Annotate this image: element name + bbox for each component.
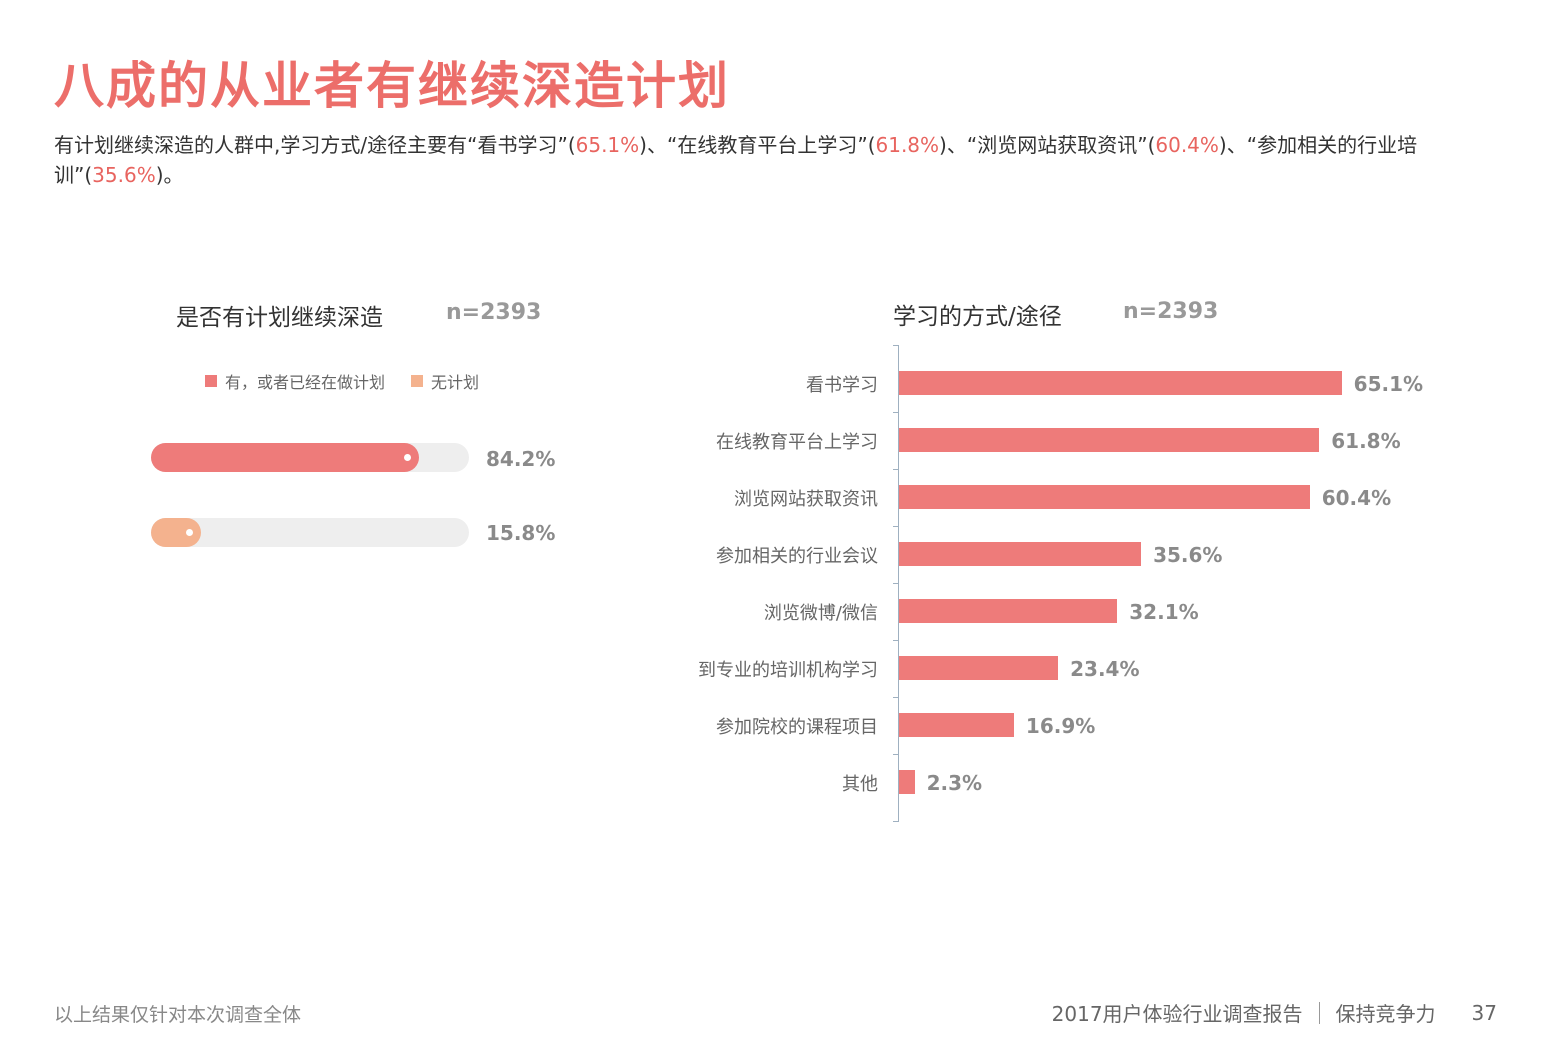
bar-value-label: 65.1% (1353, 372, 1424, 396)
category-label: 浏览网站获取资讯 (734, 489, 878, 510)
plan-bar-no (151, 518, 202, 547)
plan-bar-value-no: 15.8% (486, 521, 556, 545)
description-text: )、“浏览网站获取资讯”( (939, 133, 1156, 157)
category-label: 看书学习 (806, 375, 878, 396)
description-text: )、“在线教育平台上学习”( (639, 133, 876, 157)
description-value: 61.8% (875, 133, 940, 157)
plan-bar-value-yes: 84.2% (486, 447, 556, 471)
bar (899, 770, 915, 794)
description-text: 有计划继续深造的人群中,学习方式/途径主要有“看书学习”( (54, 133, 576, 157)
bar (899, 371, 1342, 395)
axis-tick (893, 639, 899, 641)
bar (899, 599, 1118, 623)
description-value: 65.1% (575, 133, 640, 157)
plan-bar-track-no (151, 518, 469, 547)
description-text: )。 (155, 163, 184, 187)
category-label: 参加相关的行业会议 (716, 546, 878, 567)
legend-item-yes: 有，或者已经在做计划 (205, 369, 385, 393)
footer-report-title: 2017用户体验行业调查报告 (1051, 1002, 1303, 1026)
bar (899, 542, 1142, 566)
plan-bar-track-yes (151, 443, 469, 472)
axis-tick (893, 525, 899, 527)
page-number: 37 (1471, 1000, 1497, 1025)
bar (899, 485, 1310, 509)
plan-chart-sample-size: n=2393 (446, 300, 542, 325)
methods-chart-title: 学习的方式/途径 (893, 304, 1062, 330)
plan-chart-title: 是否有计划继续深造 (176, 305, 383, 331)
legend-label-yes: 有，或者已经在做计划 (225, 373, 386, 392)
legend-label-no: 无计划 (431, 373, 480, 392)
footer-note: 以上结果仅针对本次调查全体 (54, 1004, 302, 1026)
axis-tick (893, 696, 899, 698)
description-value: 35.6% (92, 163, 156, 187)
legend-swatch-yes (205, 375, 217, 387)
methods-chart-sample-size: n=2393 (1123, 299, 1219, 324)
footer-report-info: 2017用户体验行业调查报告 保持竞争力 37 (1052, 998, 1497, 1027)
page-description: 有计划继续深造的人群中,学习方式/途径主要有“看书学习”(65.1%)、“在线教… (54, 130, 1494, 190)
plan-bar-marker-yes (403, 454, 411, 461)
description-text: )、“参加相关的行业培训”( (54, 133, 1418, 187)
methods-chart-axis (898, 345, 899, 822)
category-label: 浏览微博/微信 (763, 603, 878, 624)
axis-tick (893, 582, 899, 584)
axis-tick (893, 345, 899, 346)
bar-value-label: 61.8% (1331, 429, 1401, 453)
legend-item-no: 无计划 (411, 369, 479, 393)
axis-tick (893, 468, 899, 470)
category-label: 在线教育平台上学习 (716, 432, 878, 453)
description-value: 60.4% (1155, 133, 1219, 157)
bar (899, 713, 1014, 737)
plan-bar-yes (151, 443, 419, 472)
axis-tick (893, 411, 899, 413)
page-title: 八成的从业者有继续深造计划 (54, 57, 730, 115)
category-label: 参加院校的课程项目 (716, 717, 878, 738)
footer-divider (1318, 1001, 1320, 1024)
bar-value-label: 32.1% (1129, 600, 1199, 624)
bar-value-label: 16.9% (1025, 714, 1096, 738)
plan-bar-marker-no (186, 529, 194, 536)
bar (899, 428, 1320, 452)
bar-value-label: 2.3% (926, 771, 983, 795)
legend-swatch-no (411, 375, 424, 387)
category-label: 到专业的培训机构学习 (698, 660, 878, 681)
footer-slogan: 保持竞争力 (1335, 1002, 1436, 1026)
plan-chart-legend: 有，或者已经在做计划 无计划 (205, 369, 479, 393)
bar-value-label: 60.4% (1321, 486, 1392, 510)
category-label: 其他 (842, 774, 878, 795)
bar-value-label: 23.4% (1070, 657, 1140, 681)
axis-tick (893, 821, 899, 822)
bar (899, 656, 1059, 680)
axis-tick (893, 753, 899, 755)
bar-value-label: 35.6% (1153, 543, 1223, 567)
